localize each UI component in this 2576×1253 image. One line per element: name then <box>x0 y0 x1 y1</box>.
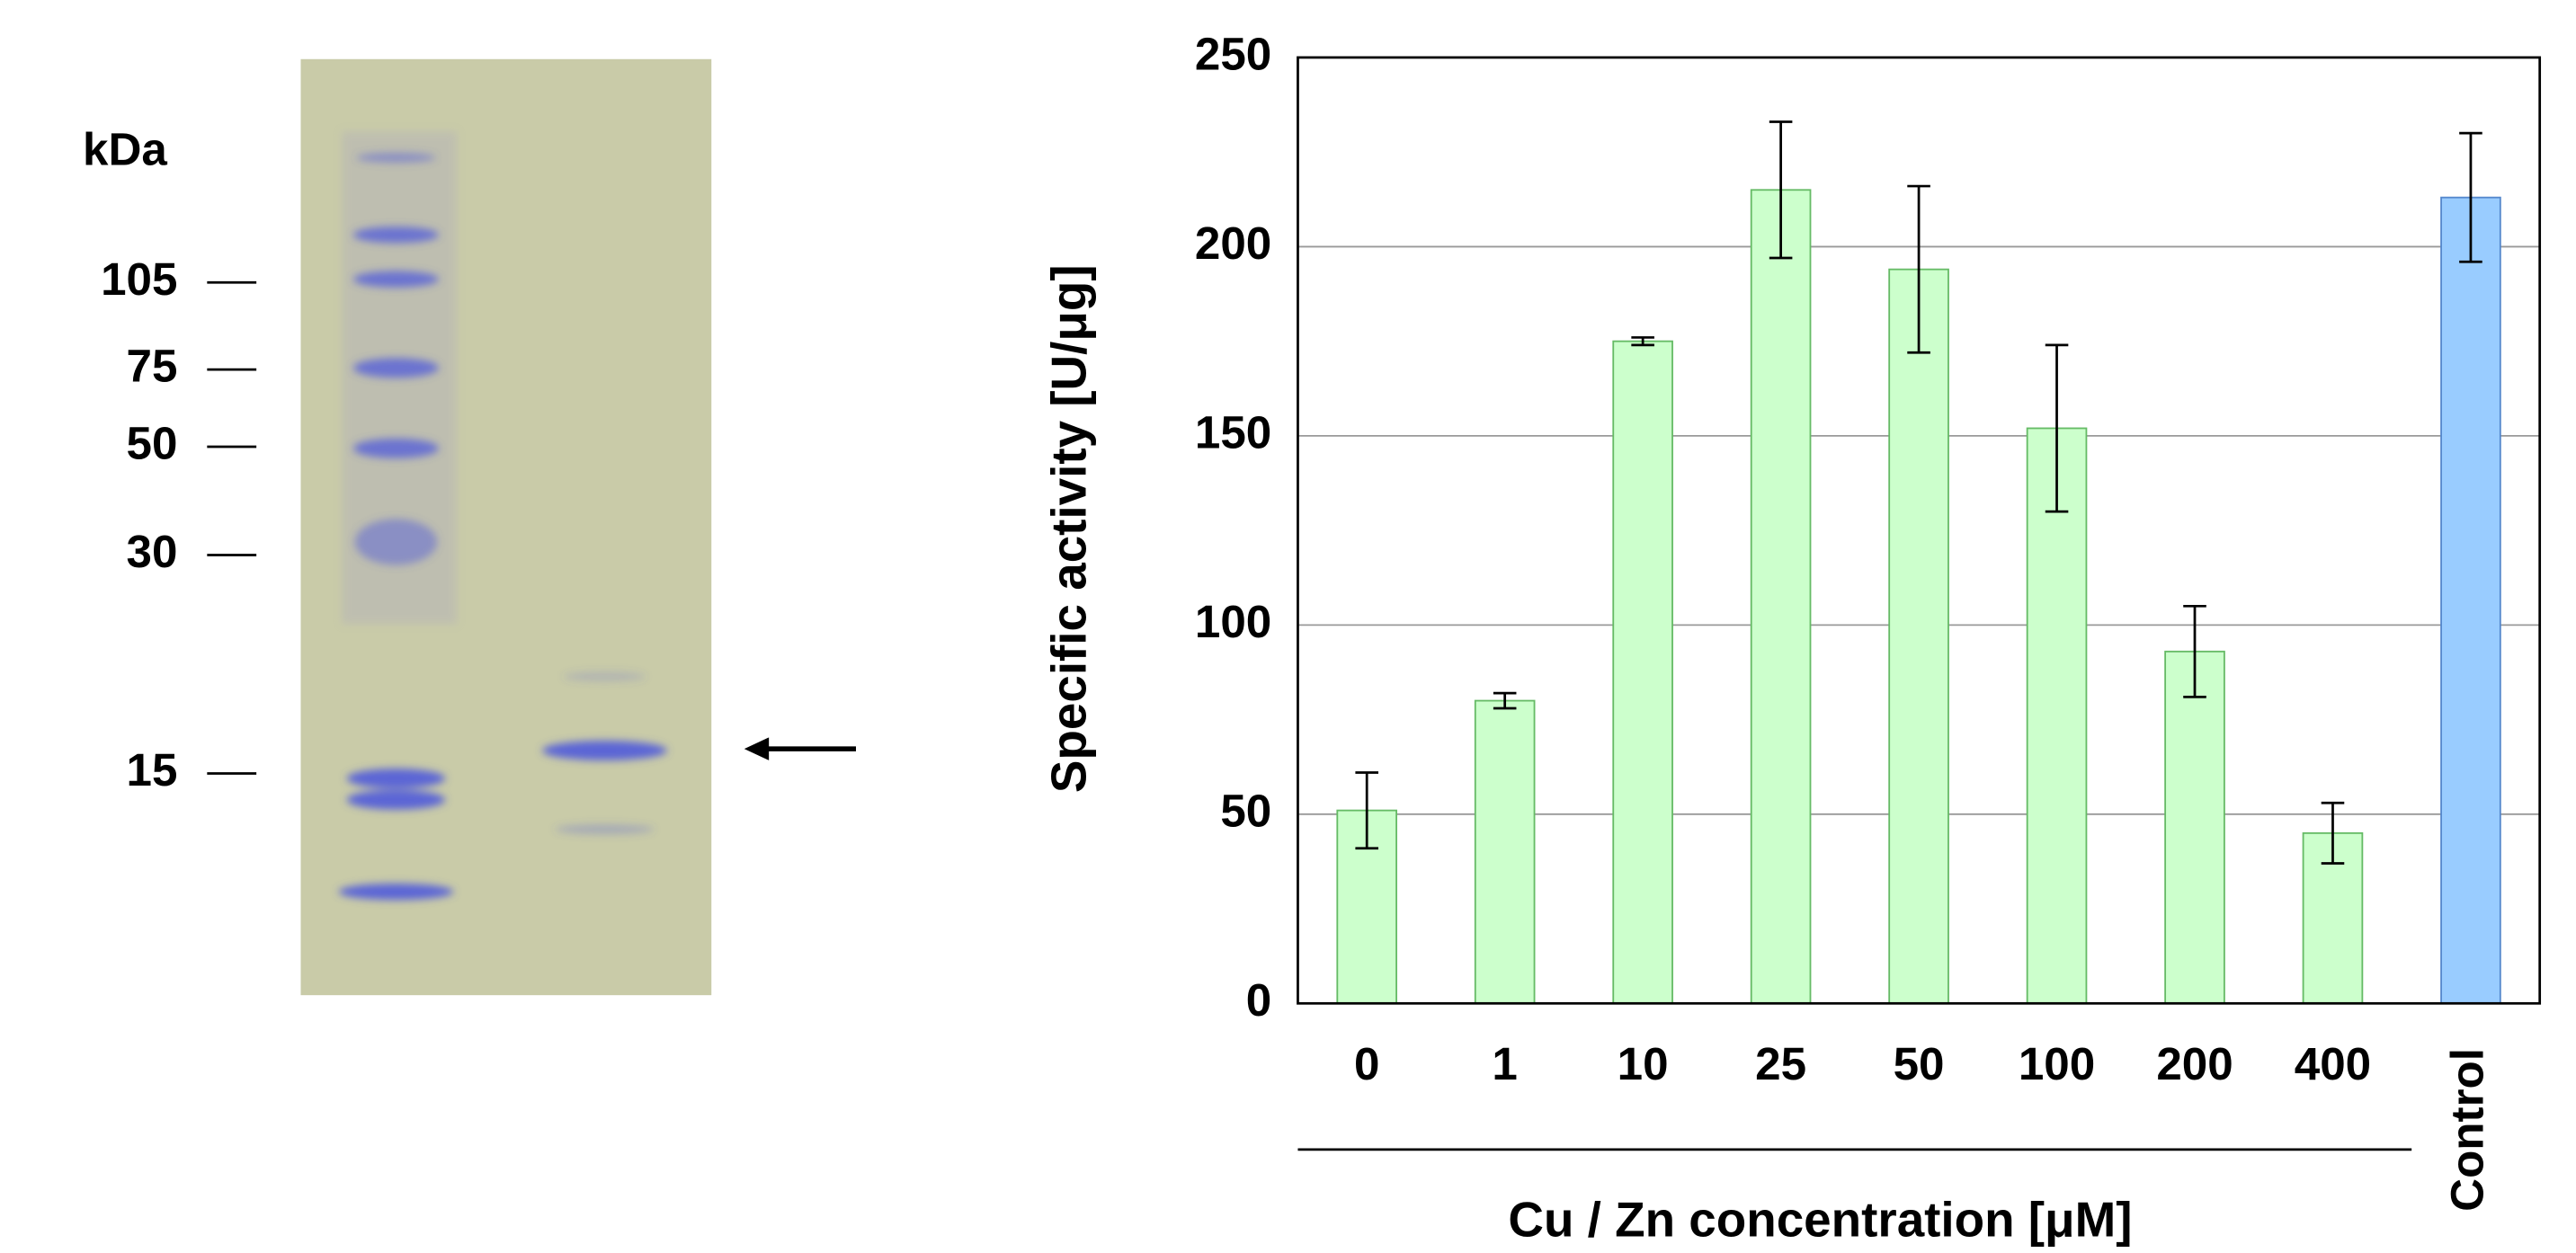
figure: kDa Cu / Zn concentration [μM] Specific … <box>0 0 2576 1253</box>
bar <box>1889 270 1948 1004</box>
gel-unit-label: kDa <box>83 123 167 174</box>
gel-image <box>300 59 711 995</box>
x-tick-label: 400 <box>2295 1038 2371 1089</box>
bar <box>1752 190 1811 1003</box>
gel-marker-label: 15 <box>127 744 178 795</box>
y-tick-label: 100 <box>1195 596 1271 647</box>
bar <box>1475 701 1535 1004</box>
x-tick-label: 0 <box>1354 1038 1379 1089</box>
gel-marker-label: 105 <box>101 253 177 305</box>
y-tick-label: 200 <box>1195 218 1271 269</box>
x-tick-label: 10 <box>1618 1038 1669 1089</box>
page: {"gel": {"unit_label": "kDa", "markers":… <box>0 0 2576 1253</box>
y-tick-label: 150 <box>1195 406 1271 458</box>
gel-arrow <box>744 737 856 760</box>
y-tick-label: 0 <box>1246 974 1271 1026</box>
bar <box>2165 652 2224 1003</box>
y-tick-label: 250 <box>1195 28 1271 79</box>
gel-marker-label: 50 <box>127 417 178 468</box>
gel-marker-label: 75 <box>127 341 178 392</box>
x-tick-label: 50 <box>1894 1038 1945 1089</box>
x-tick-label: 1 <box>1492 1038 1517 1089</box>
bar <box>2441 198 2500 1004</box>
x-tick-label: 100 <box>2019 1038 2095 1089</box>
x-tick-label: 25 <box>1755 1038 1806 1089</box>
bar <box>2028 428 2087 1003</box>
y-axis-label: Specific activity [U/μg] <box>1041 264 1097 793</box>
x-axis-label: Cu / Zn concentration [μM] <box>1508 1192 2132 1248</box>
x-tick-label: 200 <box>2156 1038 2233 1089</box>
gel-marker-label: 30 <box>127 526 178 577</box>
bar <box>1613 342 1672 1004</box>
y-tick-label: 50 <box>1220 785 1271 836</box>
x-tick-label: Control <box>2441 1048 2492 1212</box>
